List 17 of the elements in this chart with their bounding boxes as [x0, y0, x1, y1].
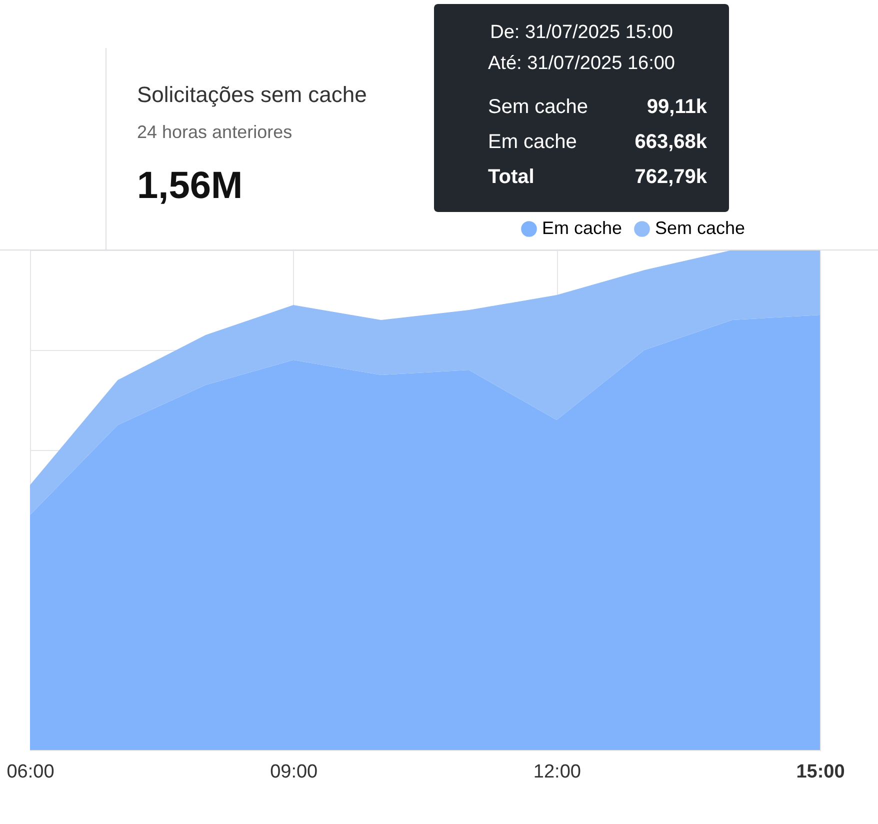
legend-label: Em cache	[542, 218, 622, 238]
text: 1,56M	[137, 165, 243, 207]
chart-title: Solicitações sem cache	[137, 82, 367, 107]
text: De: 31/07/2025 15:00	[490, 22, 673, 43]
x-tick-label: 06:00	[6, 762, 54, 782]
text: Em cache	[488, 131, 577, 153]
text: Total	[488, 166, 534, 188]
legend-label: Sem cache	[655, 218, 746, 238]
x-tick-label: 15:00	[796, 762, 845, 782]
text: 99,11k	[646, 96, 708, 118]
x-tick-label: 09:00	[270, 762, 318, 782]
text: Sem cache	[488, 96, 588, 118]
text: Até: 31/07/2025 16:00	[488, 53, 675, 74]
text: 663,68k	[634, 131, 708, 153]
x-tick-label: 12:00	[533, 762, 581, 782]
text: 762,79k	[634, 166, 708, 188]
chart-subtitle: 24 horas anteriores	[137, 122, 292, 142]
